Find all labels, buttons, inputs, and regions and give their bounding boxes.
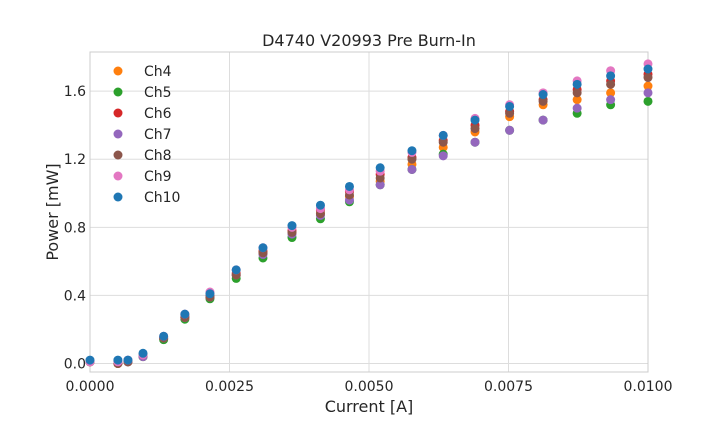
legend-marker xyxy=(113,171,123,181)
series-ch10 xyxy=(85,64,653,365)
legend-label: Ch9 xyxy=(144,169,172,185)
legend-marker xyxy=(113,108,123,118)
legend: Ch4 Ch5 Ch6 Ch7 Ch8 Ch9 Ch10 xyxy=(113,64,180,206)
x-tick-label: 0.0025 xyxy=(205,379,254,395)
data-point xyxy=(643,81,653,91)
y-tick-label: 0.8 xyxy=(64,220,86,236)
data-point xyxy=(407,164,417,174)
x-tick-label: 0.0100 xyxy=(624,379,673,395)
data-point xyxy=(643,96,653,106)
data-point xyxy=(538,115,548,125)
data-point xyxy=(258,243,268,253)
data-point xyxy=(315,200,325,210)
data-point xyxy=(231,265,241,275)
data-point xyxy=(505,125,515,135)
data-point xyxy=(113,355,123,365)
data-point xyxy=(375,163,385,173)
legend-marker xyxy=(113,192,123,202)
grid xyxy=(89,52,649,372)
data-point xyxy=(344,181,354,191)
legend-marker xyxy=(113,66,123,76)
y-tick-label: 1.2 xyxy=(64,152,86,168)
y-axis-ticks: 0.0 0.4 0.8 1.2 1.6 xyxy=(64,84,86,372)
data-point xyxy=(572,88,582,98)
data-point xyxy=(606,71,616,81)
x-axis-label: Current [A] xyxy=(325,397,414,416)
plot-frame xyxy=(89,51,649,373)
data-point xyxy=(287,221,297,231)
data-point xyxy=(606,95,616,105)
data-point xyxy=(438,130,448,140)
data-point xyxy=(407,146,417,156)
legend-label: Ch10 xyxy=(144,190,180,206)
data-point xyxy=(375,180,385,190)
data-points xyxy=(85,59,653,368)
legend-label: Ch4 xyxy=(144,64,172,80)
legend-label: Ch7 xyxy=(144,127,172,143)
data-point xyxy=(505,108,515,118)
data-point xyxy=(180,309,190,319)
legend-label: Ch8 xyxy=(144,148,172,164)
data-point xyxy=(572,95,582,105)
legend-marker xyxy=(113,87,123,97)
data-point xyxy=(643,88,653,98)
x-tick-label: 0.0075 xyxy=(484,379,533,395)
y-tick-label: 0.4 xyxy=(64,288,86,304)
data-point xyxy=(407,154,417,164)
data-point xyxy=(205,289,215,299)
chart-title: D4740 V20993 Pre Burn-In xyxy=(262,31,476,50)
data-point xyxy=(123,355,133,365)
x-axis-ticks: 0.0000 0.0025 0.0050 0.0075 0.0100 xyxy=(66,379,673,395)
x-tick-label: 0.0050 xyxy=(345,379,394,395)
data-point xyxy=(572,103,582,113)
y-axis-label: Power [mW] xyxy=(43,163,62,260)
y-tick-label: 1.6 xyxy=(64,84,86,100)
x-tick-label: 0.0000 xyxy=(66,379,115,395)
legend-label: Ch6 xyxy=(144,106,172,122)
data-point xyxy=(606,79,616,89)
data-point xyxy=(572,79,582,89)
legend-marker xyxy=(113,129,123,139)
data-point xyxy=(643,64,653,74)
data-point xyxy=(538,96,548,106)
legend-label: Ch5 xyxy=(144,85,172,101)
data-point xyxy=(505,101,515,111)
data-point xyxy=(538,90,548,100)
data-point xyxy=(438,137,448,147)
data-point xyxy=(470,115,480,125)
data-point xyxy=(138,348,148,358)
y-tick-label: 0.0 xyxy=(64,356,86,372)
data-point xyxy=(159,331,169,341)
data-point xyxy=(85,355,95,365)
data-point xyxy=(470,124,480,134)
data-point xyxy=(375,173,385,183)
data-point xyxy=(606,88,616,98)
data-point xyxy=(438,151,448,161)
data-point xyxy=(470,137,480,147)
legend-marker xyxy=(113,150,123,160)
data-point xyxy=(643,73,653,83)
